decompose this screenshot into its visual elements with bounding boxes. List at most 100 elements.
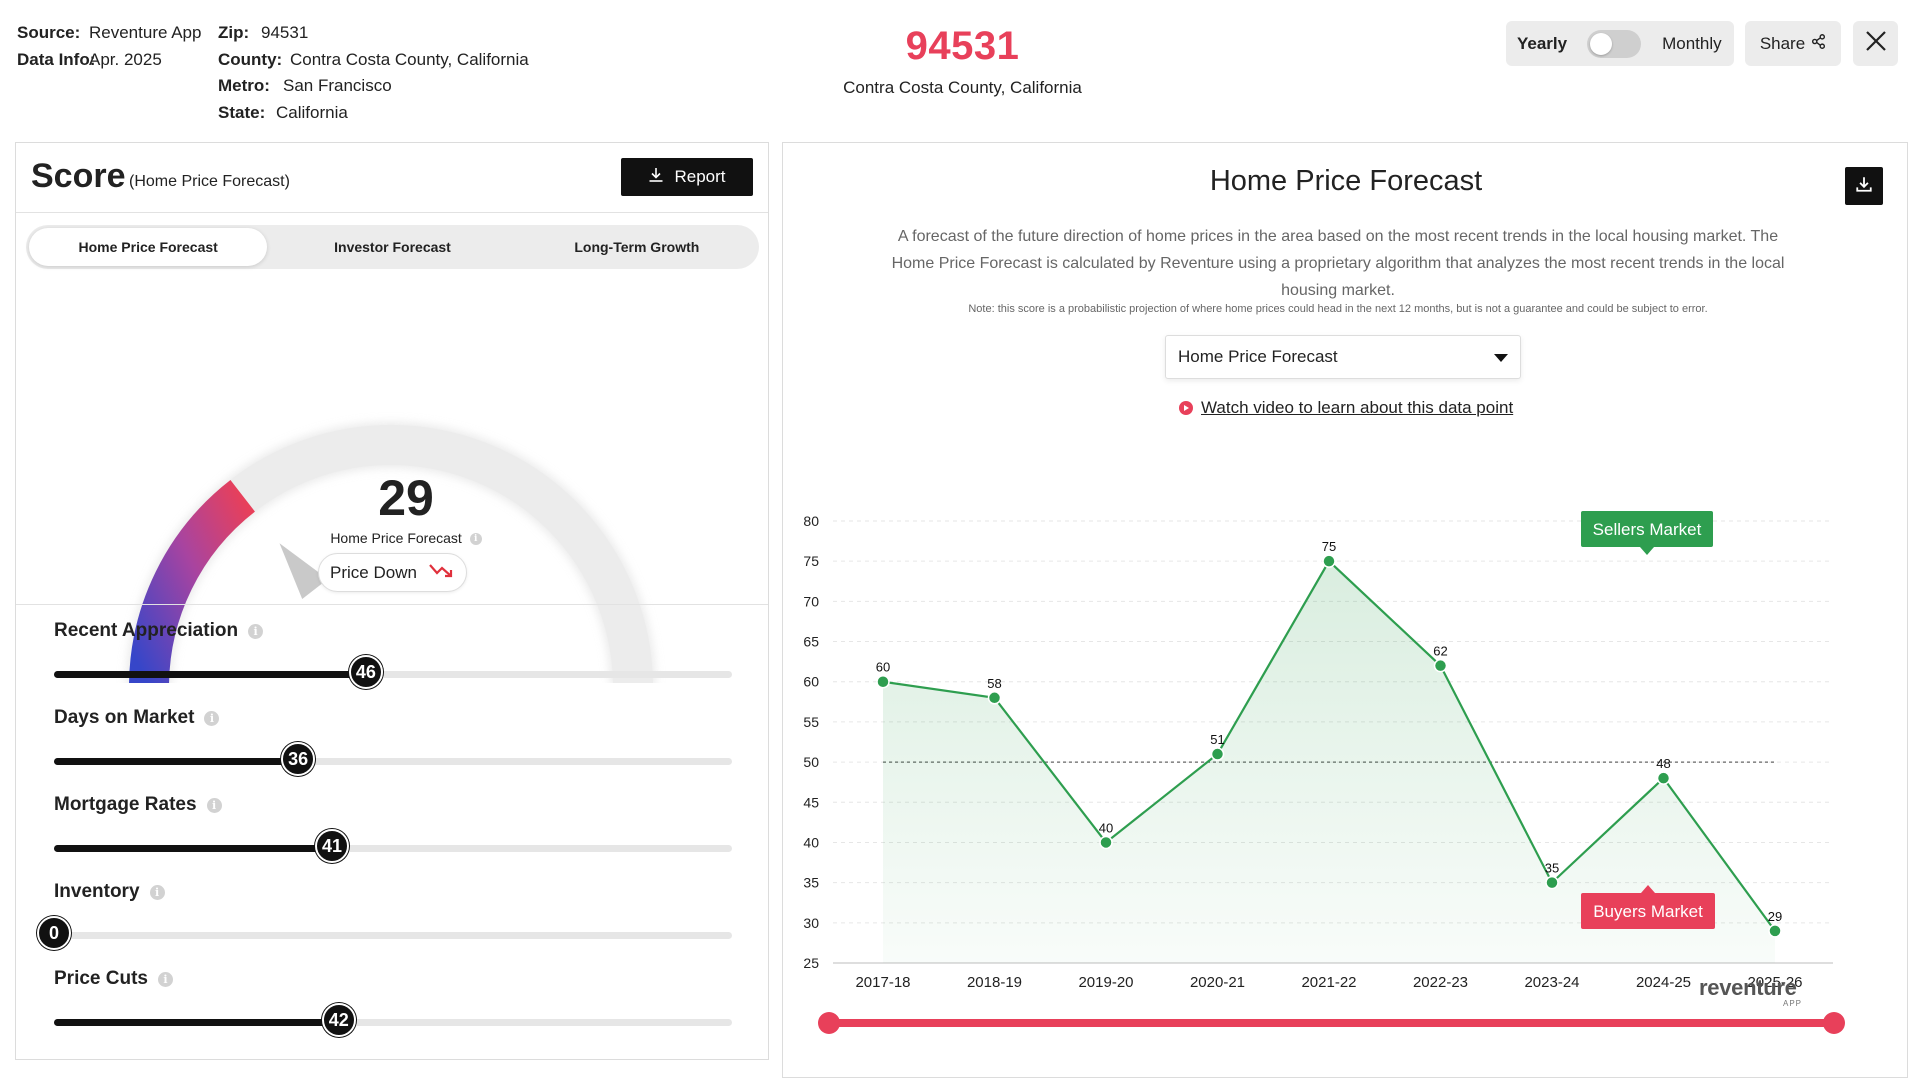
county-label: County: bbox=[218, 49, 283, 69]
metric-label: Inventory bbox=[54, 881, 140, 902]
report-label: Report bbox=[674, 167, 726, 186]
data-label: 75 bbox=[1322, 539, 1336, 554]
metric-mortgage-rates: Mortgage Rates i 41 bbox=[54, 794, 734, 863]
switch-knob bbox=[1590, 32, 1613, 55]
y-tick-label: 65 bbox=[803, 634, 819, 650]
x-tick-label: 2021-22 bbox=[1301, 974, 1356, 991]
metric-label: Days on Market bbox=[54, 707, 195, 728]
gauge-fill bbox=[129, 480, 256, 683]
metric-recent-appreciation: Recent Appreciation i 46 bbox=[54, 620, 734, 689]
source-label: Source: bbox=[17, 23, 81, 42]
data-label: 35 bbox=[1545, 861, 1559, 876]
close-button[interactable] bbox=[1853, 21, 1898, 66]
y-tick-label: 80 bbox=[803, 513, 819, 529]
x-tick-label: 2017-18 bbox=[855, 974, 910, 991]
data-label: 29 bbox=[1768, 909, 1782, 924]
tab-investor-forecast[interactable]: Investor Forecast bbox=[334, 239, 451, 255]
trend-down-icon bbox=[429, 562, 455, 583]
range-handle-end[interactable] bbox=[1823, 1012, 1845, 1034]
data-point bbox=[1656, 771, 1671, 785]
chart-note: Note: this score is a probabilistic proj… bbox=[968, 303, 1708, 315]
location-info: Zip: 94531 County: Contra Costa County, Ca… bbox=[218, 20, 529, 126]
video-link-text: Watch video to learn about this data poi… bbox=[1201, 398, 1514, 417]
data-label: 58 bbox=[987, 676, 1001, 691]
period-toggle: Yearly Monthly bbox=[1506, 21, 1734, 66]
y-tick-label: 45 bbox=[803, 794, 819, 810]
forecast-chart: 25 30 35 40 45 50 55 60 65 70 75 80 60 2017-18 58 2018-… bbox=[803, 511, 1833, 991]
info-icon[interactable]: i bbox=[206, 797, 222, 813]
metric-days-on-market: Days on Market i 36 bbox=[54, 707, 734, 776]
metro-label: Metro: bbox=[218, 76, 270, 95]
y-tick-label: 35 bbox=[803, 875, 819, 891]
y-tick-label: 50 bbox=[803, 754, 819, 770]
x-tick-label: 2022-23 bbox=[1413, 974, 1468, 991]
metric-label: Mortgage Rates bbox=[54, 794, 197, 815]
buyers-market-pointer bbox=[1641, 885, 1655, 893]
brand-logo-sub: APP bbox=[1783, 999, 1803, 1008]
info-icon[interactable]: i bbox=[204, 710, 220, 726]
range-slider[interactable] bbox=[818, 1012, 1845, 1034]
datainfo-label: Data Info: bbox=[17, 49, 96, 69]
download-icon bbox=[1855, 175, 1873, 198]
yearly-label[interactable]: Yearly bbox=[1517, 33, 1568, 53]
panel-divider bbox=[16, 604, 768, 605]
metric-value-badge: 0 bbox=[37, 916, 71, 950]
y-tick-label: 25 bbox=[803, 955, 819, 971]
state-label: State: bbox=[218, 102, 266, 122]
video-link[interactable]: Watch video to learn about this data poi… bbox=[1179, 398, 1513, 418]
metro-value: San Francisco bbox=[283, 76, 392, 95]
metric-track: 36 bbox=[54, 742, 732, 776]
data-point bbox=[1545, 875, 1559, 890]
forecast-panel: Home Price Forecast A forecast of the fu… bbox=[782, 142, 1908, 1078]
metric-select[interactable]: Home Price Forecast bbox=[1165, 335, 1521, 379]
range-handle-start[interactable] bbox=[818, 1012, 840, 1034]
metric-value-badge: 42 bbox=[321, 1003, 356, 1037]
chart-download-button[interactable] bbox=[1845, 167, 1883, 205]
metric-fill bbox=[54, 758, 299, 765]
metric-track: 41 bbox=[54, 829, 732, 863]
download-icon bbox=[648, 167, 664, 188]
score-gauge bbox=[127, 423, 655, 683]
share-label: Share bbox=[1759, 33, 1806, 53]
x-tick-label: 2023-24 bbox=[1524, 974, 1579, 991]
metric-price-cuts: Price Cuts i 42 bbox=[54, 968, 734, 1037]
metric-fill bbox=[54, 1019, 339, 1026]
info-icon[interactable]: i bbox=[157, 971, 173, 987]
metric-select-value: Home Price Forecast bbox=[1178, 347, 1338, 366]
metric-track: 0 bbox=[37, 916, 732, 950]
monthly-label[interactable]: Monthly bbox=[1662, 33, 1722, 53]
score-value: 29 bbox=[378, 470, 434, 526]
area-fill bbox=[883, 561, 1775, 963]
share-button[interactable]: Share bbox=[1745, 21, 1841, 66]
trend-label: Price Down bbox=[330, 562, 417, 582]
trend-badge: Price Down bbox=[318, 553, 467, 592]
metric-value-badge: 46 bbox=[348, 655, 383, 689]
x-tick-label: 2024-25 bbox=[1636, 974, 1691, 991]
report-button[interactable]: Report bbox=[621, 158, 753, 196]
metric-fill bbox=[54, 671, 366, 678]
data-label: 40 bbox=[1099, 820, 1113, 835]
county-heading: Contra Costa County, California bbox=[843, 78, 1082, 97]
x-tick-label: 2025-26 bbox=[1747, 974, 1802, 991]
close-icon bbox=[1865, 30, 1887, 57]
period-switch[interactable] bbox=[1587, 29, 1642, 58]
metric-fill bbox=[54, 845, 332, 852]
info-icon[interactable]: i bbox=[149, 884, 165, 900]
score-title: Score bbox=[31, 157, 126, 195]
chart-title: Home Price Forecast bbox=[1209, 165, 1483, 197]
info-icon[interactable]: i bbox=[469, 533, 482, 546]
metric-inventory: Inventory i 0 bbox=[37, 881, 734, 950]
caret-down-icon bbox=[1494, 354, 1508, 362]
sellers-market-label: Sellers Market bbox=[1593, 520, 1702, 539]
data-label: 60 bbox=[876, 660, 890, 675]
buyers-market-badge bbox=[1581, 893, 1715, 929]
info-icon[interactable]: i bbox=[248, 623, 264, 639]
metric-track: 46 bbox=[54, 655, 732, 689]
score-label: Home Price Forecast i bbox=[296, 530, 516, 546]
y-tick-label: 55 bbox=[803, 714, 819, 730]
tab-long-term-growth[interactable]: Long-Term Growth bbox=[574, 239, 700, 255]
y-tick-label: 40 bbox=[803, 834, 819, 850]
score-label-text: Home Price Forecast bbox=[330, 530, 462, 546]
tab-home-price-forecast[interactable]: Home Price Forecast bbox=[29, 228, 268, 266]
state-value: California bbox=[276, 102, 348, 122]
